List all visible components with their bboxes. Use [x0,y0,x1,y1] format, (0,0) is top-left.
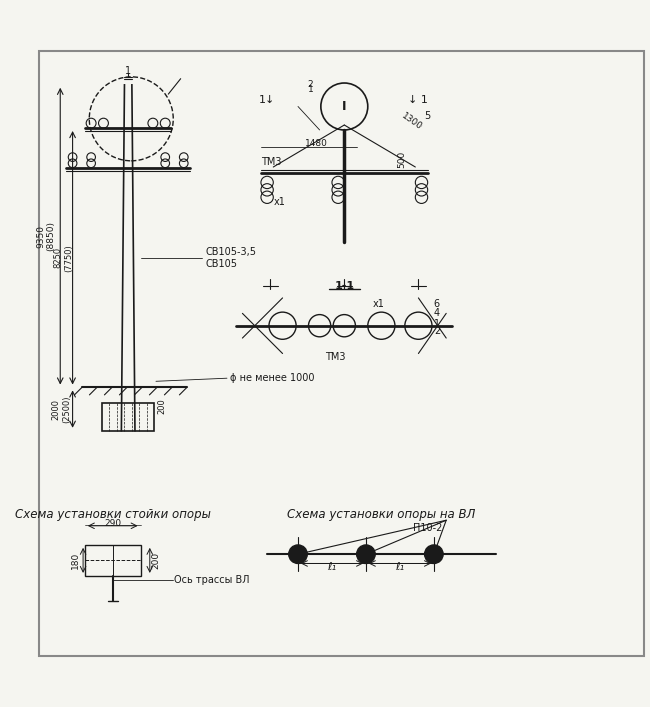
Text: 9350
(8850): 9350 (8850) [36,221,56,251]
Text: х1: х1 [274,197,285,207]
Text: Схема установки опоры на ВЛ: Схема установки опоры на ВЛ [287,508,476,520]
Text: 200: 200 [158,398,166,414]
Text: 1↓: 1↓ [259,95,276,105]
Text: 1-1: 1-1 [334,281,354,291]
Text: 2000
(2500): 2000 (2500) [52,395,71,423]
Text: 2: 2 [434,326,440,337]
Text: ℓ₁: ℓ₁ [395,561,404,571]
Text: I: I [342,100,346,113]
Text: 500: 500 [396,151,406,168]
Text: 8250
(7750): 8250 (7750) [54,244,73,271]
Text: Схема установки стойки опоры: Схема установки стойки опоры [15,508,211,520]
Text: 6: 6 [434,299,440,309]
Text: СВ105-3,5
СВ105: СВ105-3,5 СВ105 [205,247,256,269]
Text: ↓ 1: ↓ 1 [408,95,428,105]
Text: ℓ₁: ℓ₁ [327,561,336,571]
Bar [102,403,155,431]
Text: 1: 1 [307,86,313,94]
Text: 1: 1 [434,319,440,329]
Text: 2: 2 [307,81,313,89]
Text: 290: 290 [104,519,122,528]
Text: ТМ3: ТМ3 [261,157,281,167]
Text: 1300: 1300 [400,112,424,132]
Text: Ось трассы ВЛ: Ось трассы ВЛ [174,575,250,585]
Circle shape [289,545,307,563]
Text: х1: х1 [372,299,384,309]
Text: 4: 4 [434,308,440,318]
Circle shape [424,545,443,563]
Text: 1480: 1480 [305,139,328,148]
Text: ТМ3: ТМ3 [325,351,345,361]
Bar [85,545,140,575]
Text: 180: 180 [72,551,80,569]
Text: ϕ не менее 1000: ϕ не менее 1000 [230,373,315,383]
Circle shape [357,545,375,563]
Text: 200: 200 [151,552,161,569]
Text: 5: 5 [424,111,431,121]
Text: П10-2: П10-2 [413,522,443,532]
Text: 1: 1 [125,66,131,76]
